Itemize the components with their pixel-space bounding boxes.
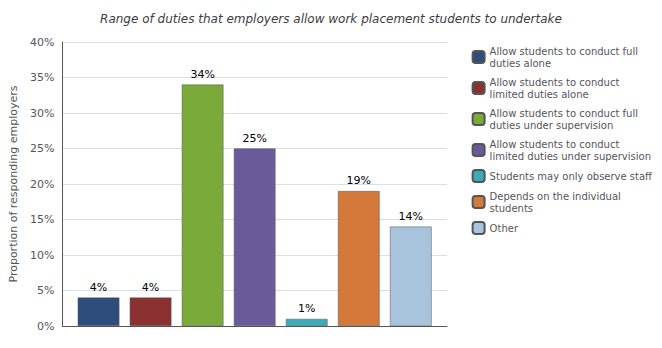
svg-text:1%: 1% (298, 302, 315, 315)
svg-text:Allow students to conduct: Allow students to conduct (490, 77, 620, 88)
svg-text:20%: 20% (30, 178, 54, 191)
svg-text:4%: 4% (142, 281, 159, 294)
svg-text:Allow students to conduct full: Allow students to conduct full (490, 46, 638, 57)
svg-text:students: students (490, 203, 533, 214)
svg-text:Proportion of responding emplo: Proportion of responding employers (7, 85, 20, 282)
svg-text:Allow students to conduct full: Allow students to conduct full (490, 108, 638, 119)
svg-text:15%: 15% (30, 213, 54, 226)
svg-text:14%: 14% (399, 210, 423, 223)
svg-text:limited duties under supervisi: limited duties under supervision (490, 151, 651, 162)
svg-text:10%: 10% (30, 249, 54, 262)
svg-text:Depends on the individual: Depends on the individual (490, 191, 621, 202)
svg-text:34%: 34% (190, 68, 214, 81)
svg-text:5%: 5% (37, 284, 54, 297)
svg-text:duties alone: duties alone (490, 58, 551, 69)
svg-text:30%: 30% (30, 107, 54, 120)
svg-text:4%: 4% (90, 281, 107, 294)
svg-text:duties under supervision: duties under supervision (490, 120, 614, 131)
svg-text:40%: 40% (30, 36, 54, 49)
svg-text:25%: 25% (30, 142, 54, 155)
svg-text:0%: 0% (37, 320, 54, 333)
svg-text:limited duties alone: limited duties alone (490, 89, 589, 100)
svg-text:35%: 35% (30, 71, 54, 84)
svg-text:Allow students to conduct: Allow students to conduct (490, 139, 620, 150)
svg-text:Students may only observe staf: Students may only observe staff (490, 171, 653, 182)
svg-text:19%: 19% (347, 174, 371, 187)
svg-text:Other: Other (490, 223, 519, 234)
svg-text:Range of duties that employers: Range of duties that employers allow wor… (100, 12, 562, 26)
svg-text:25%: 25% (242, 132, 266, 145)
